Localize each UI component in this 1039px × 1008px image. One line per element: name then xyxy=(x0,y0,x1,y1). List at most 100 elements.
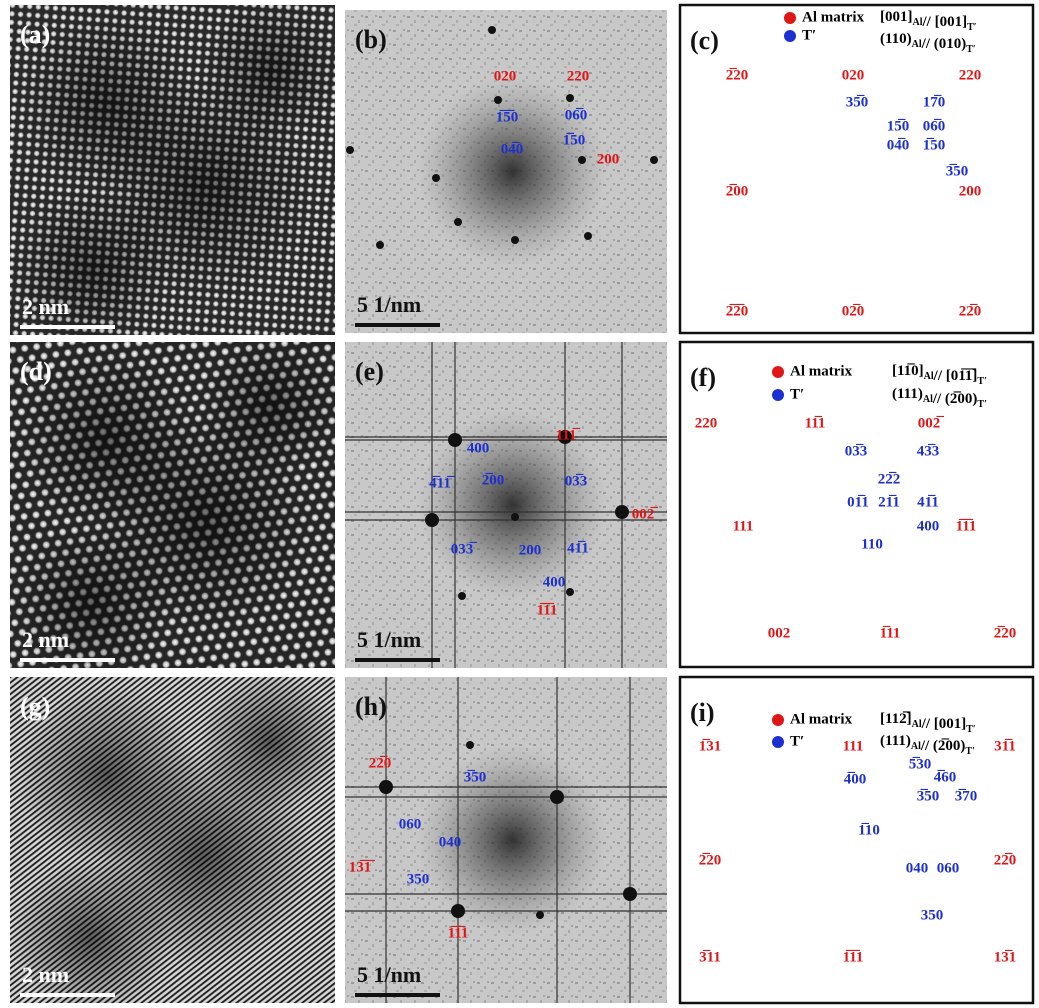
panel-label: (h) xyxy=(355,692,387,721)
spot-index: 06̅0 xyxy=(565,107,588,123)
spot-index: 1̅10 xyxy=(858,822,880,838)
spot-index: 060 xyxy=(937,860,960,876)
spot-index: 2̅20 xyxy=(699,852,722,868)
panel: (a) 2 nm xyxy=(10,5,335,335)
spot-index: 15̅0 xyxy=(887,118,910,134)
orientation-relation: [001]Al// [001]T′ xyxy=(880,9,977,33)
fft-spot xyxy=(379,780,393,794)
spot-index: 3̅11 xyxy=(699,949,721,965)
spot-index: 2̅2̅0 xyxy=(726,303,749,319)
relation-subscript: Al xyxy=(923,394,933,405)
spot-index: 040 xyxy=(439,834,462,850)
spot-index: 111 xyxy=(733,518,754,534)
spot-index: 02̅0 xyxy=(842,303,865,319)
relation-part: // (010) xyxy=(921,36,967,52)
legend-label: Al matrix xyxy=(790,363,853,379)
fft-spot xyxy=(488,26,496,34)
spot-index: 17̅0 xyxy=(923,94,946,110)
relation-subscript: T′ xyxy=(965,746,975,757)
panel: (g) 2 nm xyxy=(10,677,335,1003)
spot-index: 1̅1̅1 xyxy=(448,925,469,941)
spot-index: 22̅2 xyxy=(878,471,901,487)
orientation-relation: (110)Al// (010)T′ xyxy=(880,31,976,55)
spot-index: 4̅00 xyxy=(844,771,867,787)
spot-index: 11̅1 xyxy=(805,415,826,431)
spot-index: 2̅00 xyxy=(726,183,749,199)
spot-index: 41̅1 xyxy=(567,540,589,556)
spot-index: 040 xyxy=(906,860,929,876)
relation-subscript: Al xyxy=(912,39,922,50)
spot-index: 2̅20 xyxy=(726,67,749,83)
panel-frame xyxy=(678,3,1035,335)
relation-part: (111) xyxy=(892,386,923,402)
legend-label: Al matrix xyxy=(802,9,865,25)
fft-spot xyxy=(550,790,564,804)
panel: (e) 5 1/nm 111̅ 002̅ 1̅1̅1 400 4̅11̅ 2̅00 03̅3 03… xyxy=(345,342,667,668)
panel-label: (f) xyxy=(690,363,716,392)
spot-index: 13̅1̅ xyxy=(349,859,376,875)
relation-subscript: T′ xyxy=(967,22,977,33)
legend-label: T′ xyxy=(790,386,804,402)
spot-index: 2̅20 xyxy=(994,625,1017,641)
relation-part: [11̅0] xyxy=(892,363,924,379)
panel-label: (i) xyxy=(690,698,715,727)
scale-bar-label: 2 nm xyxy=(22,294,69,319)
spot-index: 400 xyxy=(543,574,566,590)
spot-index: 3̅50 xyxy=(464,769,487,785)
legend-label: Al matrix xyxy=(790,711,853,727)
relation-subscript: T′ xyxy=(977,376,987,387)
orientation-relation: [112̅]Al// [001]T′ xyxy=(880,711,976,735)
relation-subscript: Al xyxy=(924,371,934,382)
spot-index: 1̅1̅1 xyxy=(956,518,977,534)
spot-index: 3̅50 xyxy=(946,163,969,179)
panel-image xyxy=(10,677,335,1003)
fft-spot xyxy=(650,156,658,164)
fft-spot xyxy=(566,94,574,102)
fft-spot xyxy=(511,236,519,244)
spot-index: 41̅1 xyxy=(917,494,939,510)
spot-index: 111̅ xyxy=(556,427,581,443)
legend-label: T′ xyxy=(802,27,816,43)
panel: (d) 2 nm xyxy=(10,342,335,668)
spot-index: 060 xyxy=(399,816,422,832)
relation-part: // [001] xyxy=(921,716,967,732)
spot-index: 1̅31 xyxy=(699,738,722,754)
panel-label: (a) xyxy=(20,20,50,49)
spot-index: 350 xyxy=(921,907,944,923)
scale-bar-label: 5 1/nm xyxy=(357,627,421,652)
scale-bar-label: 2 nm xyxy=(22,627,69,652)
contrast xyxy=(11,189,172,335)
contrast xyxy=(11,522,172,668)
relation-part: [001] xyxy=(880,9,913,25)
fft-spot xyxy=(578,156,586,164)
legend-marker xyxy=(772,736,784,748)
spot-index: 200 xyxy=(597,151,620,167)
spot-index: 04̅0 xyxy=(887,137,910,153)
spot-index: 03̅3 xyxy=(845,443,868,459)
orientation-relation: (111)Al// (2̅00)T′ xyxy=(892,386,987,410)
relation-part: // (2̅00) xyxy=(920,738,966,754)
relation-subscript: T′ xyxy=(966,724,976,735)
spot-index: 1̅50 xyxy=(923,137,946,153)
scale-bar-label: 5 1/nm xyxy=(357,962,421,987)
fft-spot xyxy=(448,433,462,447)
fft-center xyxy=(417,76,608,267)
relation-subscript: T′ xyxy=(966,44,976,55)
panel-label: (b) xyxy=(355,25,387,54)
fft-spot xyxy=(558,430,572,444)
scale-bar-label: 5 1/nm xyxy=(357,292,421,317)
spot-index: 3̅70 xyxy=(955,788,978,804)
panel-image xyxy=(10,342,335,668)
panel-frame xyxy=(678,675,1035,1005)
fft-spot xyxy=(623,887,637,901)
orientation-relation: [11̅0]Al// [01̅1̅]T′ xyxy=(892,363,987,387)
legend-marker xyxy=(772,366,784,378)
spot-index: 31̅1 xyxy=(994,738,1016,754)
contrast xyxy=(200,677,335,813)
spot-index: 020 xyxy=(494,68,517,84)
legend-marker xyxy=(784,12,796,24)
spot-index: 220 xyxy=(695,415,718,431)
relation-subscript: Al xyxy=(912,719,922,730)
